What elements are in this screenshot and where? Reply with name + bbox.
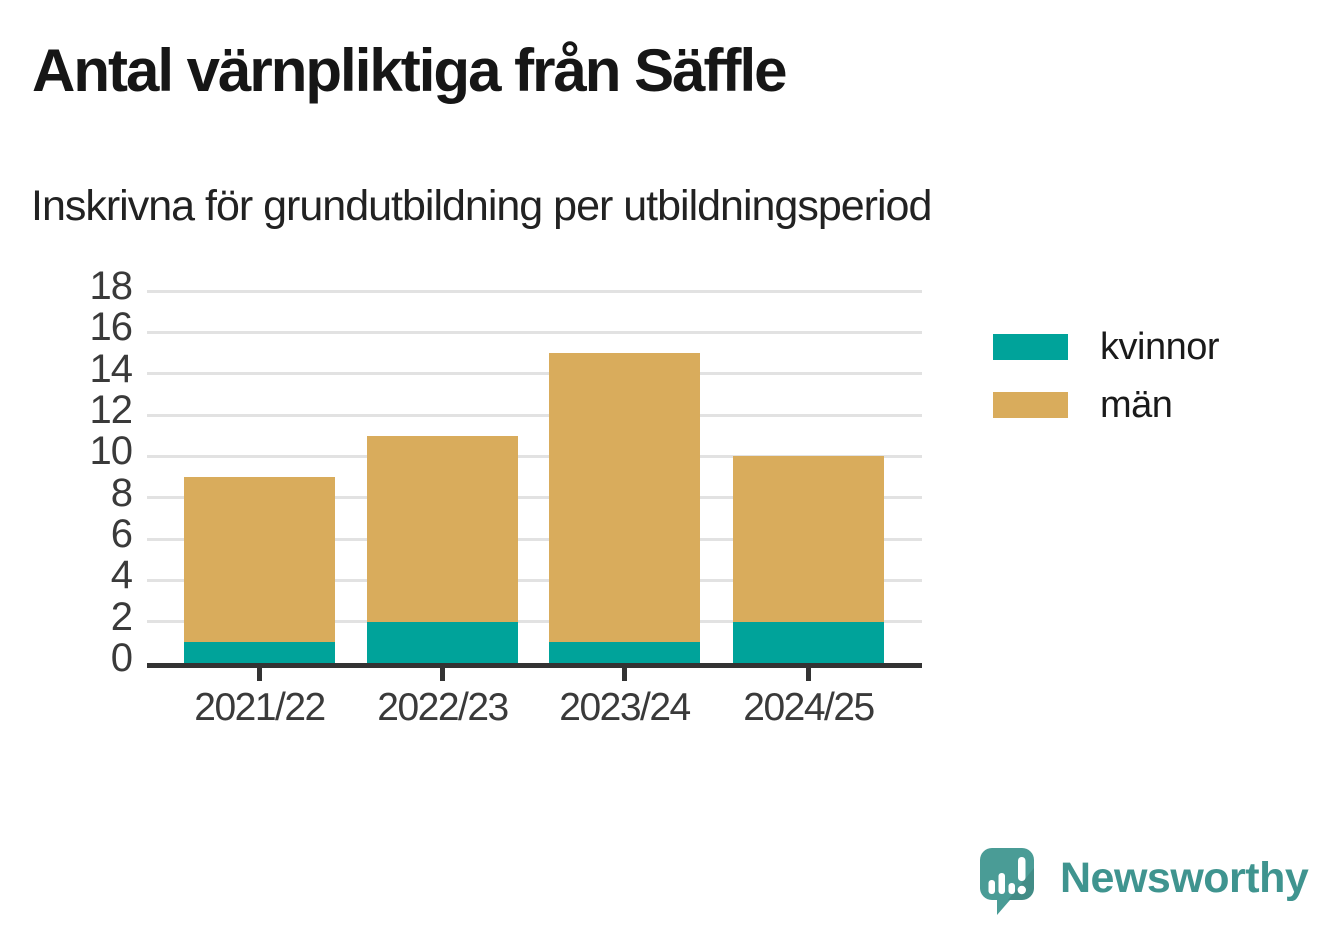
gridline-14 [147,372,922,376]
x-axis-line [147,663,922,668]
y-tick-label-8: 8 [110,470,133,515]
bar-2022/23-män [367,435,518,622]
gridline-18 [147,289,922,293]
legend: kvinnor män [993,328,1220,450]
gridline-10 [147,454,922,458]
newsworthy-wordmark: Newsworthy [1060,854,1309,902]
bar-2021/22-kvinnor [184,642,335,663]
legend-label-man: män [1100,384,1173,426]
y-tick-label-4: 4 [110,553,133,598]
x-tick-label-2021/22: 2021/22 [194,686,326,729]
y-tick-label-6: 6 [110,512,133,556]
kvinnor-swatch [993,334,1068,360]
man-swatch [993,392,1068,418]
plot-area [147,289,922,681]
newsworthy-logo: Newsworthy [978,846,1309,918]
y-axis-labels: 0 2 4 6 8 10 12 14 16 18 [30,266,134,678]
gridline-2 [147,620,922,624]
y-tick-label-14: 14 [89,346,134,391]
newsworthy-speech-bubble-chart-icon [980,848,1034,915]
chart-title: Antal värnpliktiga från Säffle [32,37,788,104]
gridline-6 [147,537,922,541]
gridline-12 [147,413,922,417]
x-tick-2021/22 [257,668,262,681]
y-tick-label-16: 16 [89,305,134,350]
gridline-16 [147,330,922,334]
x-tick-2022/23 [440,668,445,681]
x-tick-label-2023/24: 2023/24 [559,686,691,729]
bar-2023/24-män [549,353,700,643]
legend-label-kvinnor: kvinnor [1100,326,1220,368]
x-tick-label-2024/25: 2024/25 [743,686,875,729]
chart-subtitle: Inskrivna för grundutbildning per utbild… [31,182,932,230]
bar-2021/22-män [184,477,335,643]
y-tick-label-0: 0 [110,636,133,680]
legend-item-man: män [993,386,1219,424]
bar-2024/25-kvinnor [733,621,884,663]
x-tick-label-2022/23: 2022/23 [377,686,509,729]
x-tick-2024/25 [806,668,811,681]
y-tick-label-2: 2 [110,594,133,639]
y-tick-label-18: 18 [89,264,134,308]
x-axis-labels: 2021/22 2022/23 2023/24 2024/25 [147,688,922,738]
gridline-4 [147,578,922,582]
x-tick-2023/24 [622,668,627,681]
legend-item-kvinnor: kvinnor [993,328,1220,366]
bar-2022/23-kvinnor [367,621,518,663]
y-tick-label-12: 12 [89,388,134,432]
y-tick-label-10: 10 [89,429,134,474]
bar-2023/24-kvinnor [549,642,700,663]
gridline-8 [147,496,922,500]
bar-2024/25-män [733,456,884,622]
